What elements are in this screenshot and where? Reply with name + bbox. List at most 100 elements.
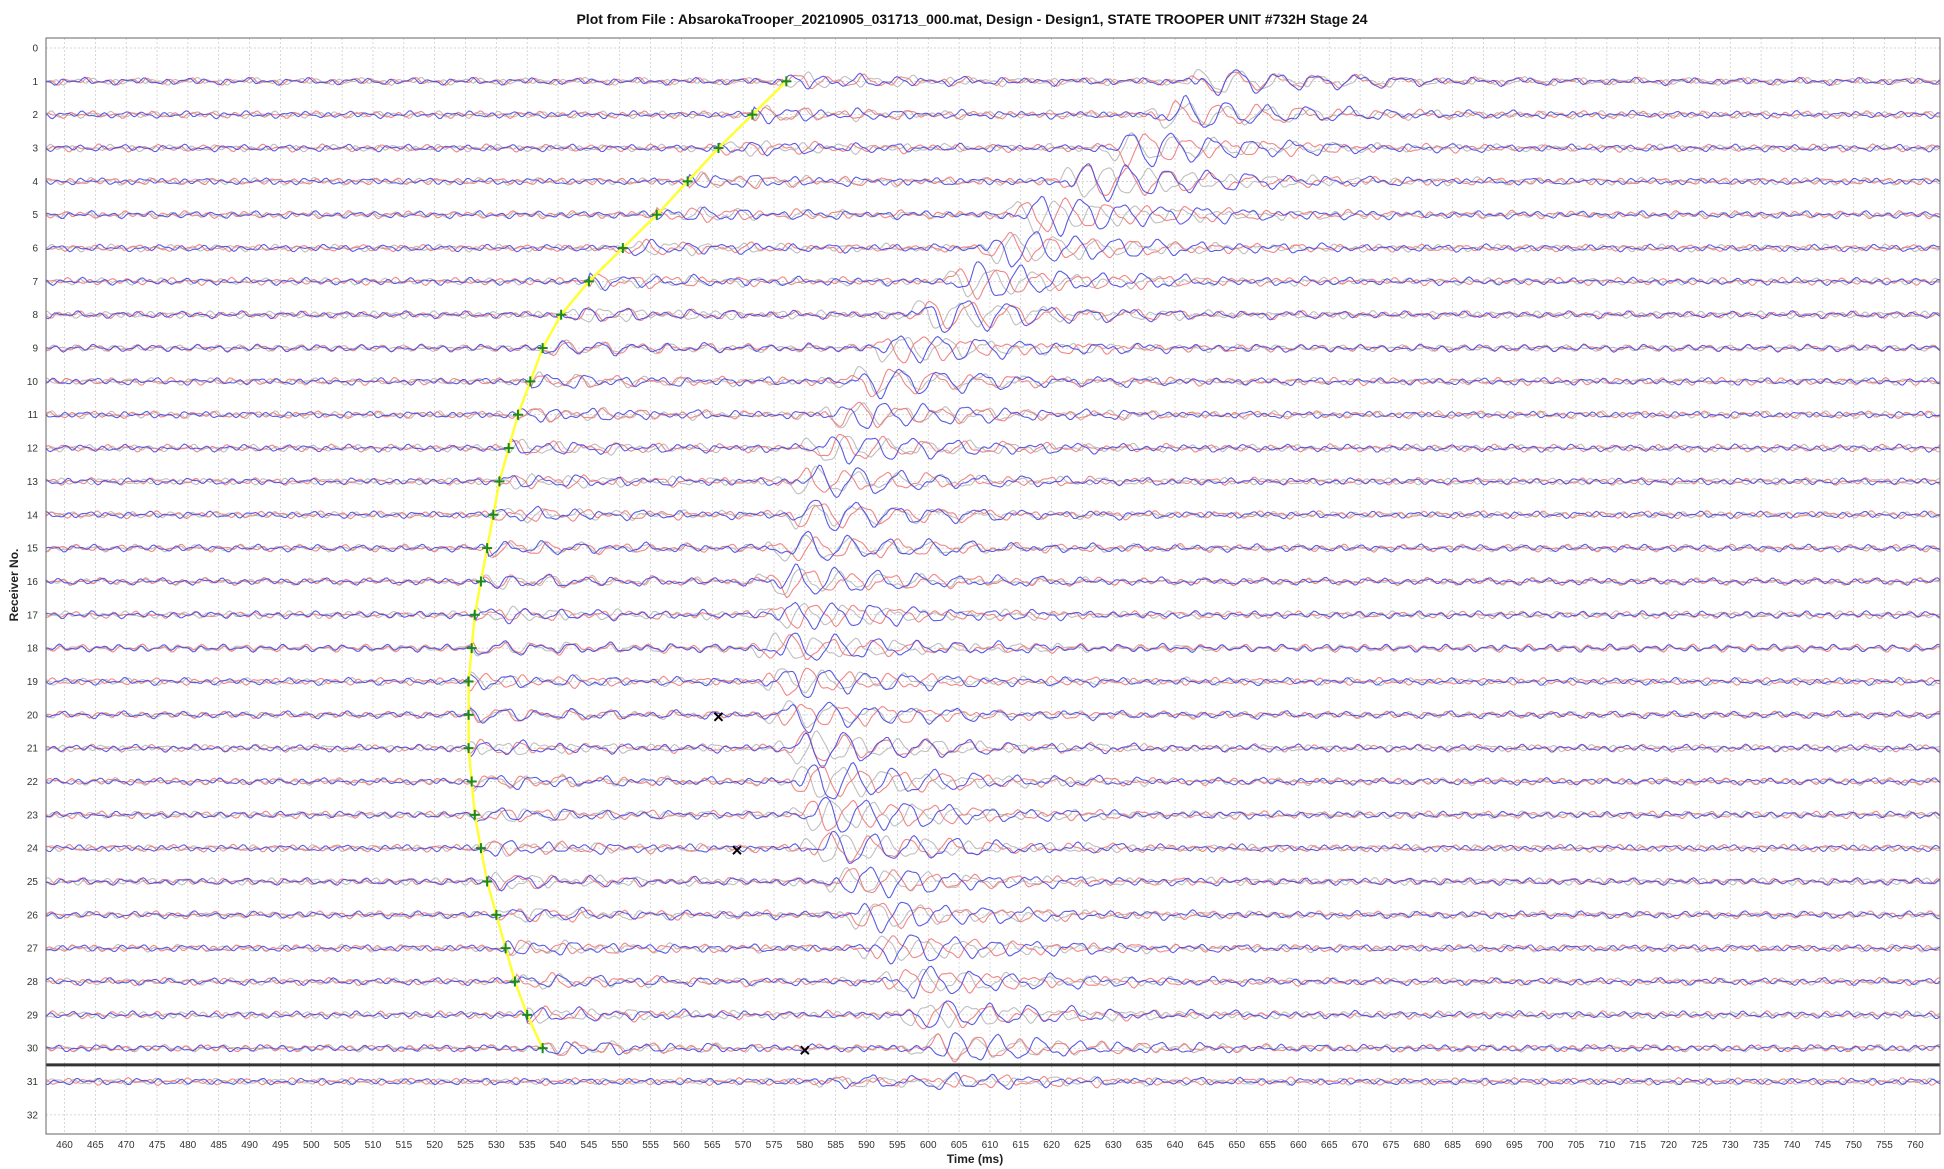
pick-marker	[475, 843, 486, 854]
x-tick-label: 660	[1290, 1140, 1307, 1151]
trace-line	[45, 230, 1940, 268]
trace-line	[45, 1071, 1940, 1091]
y-tick-label: 22	[27, 777, 39, 788]
x-tick-label: 560	[673, 1140, 690, 1151]
trace-line	[45, 965, 1941, 999]
x-tick-label: 625	[1074, 1140, 1091, 1151]
x-tick-label: 525	[457, 1140, 474, 1151]
x-tick-label: 635	[1136, 1140, 1153, 1151]
trace-line	[45, 165, 1940, 197]
y-tick-label: 0	[32, 44, 38, 55]
pick-marker	[482, 876, 493, 887]
trace-line	[45, 765, 1940, 798]
y-tick-label: 16	[27, 577, 39, 588]
pick-curve	[467, 80, 788, 1049]
x-tick-label: 615	[1012, 1140, 1029, 1151]
trace-line	[45, 402, 1940, 429]
pick-marker	[463, 743, 474, 754]
trace-line	[45, 433, 1941, 459]
x-tick-label: 490	[241, 1140, 258, 1151]
y-tick-label: 7	[32, 277, 38, 288]
x-tick-label: 720	[1660, 1140, 1677, 1151]
trace-line	[45, 530, 1940, 562]
pick-marker	[556, 309, 567, 320]
x-marker	[713, 712, 724, 722]
y-tick-label: 4	[32, 177, 38, 188]
chart-title: Plot from File : AbsarokaTrooper_2021090…	[576, 11, 1367, 27]
pick-marker	[491, 909, 502, 920]
x-marker	[800, 1045, 810, 1055]
y-tick-label: 27	[27, 944, 39, 955]
trace-line	[45, 233, 1940, 265]
x-tick-label: 520	[426, 1140, 443, 1151]
trace-line	[45, 667, 1940, 697]
x-tick-label: 480	[180, 1140, 197, 1151]
trace-line	[45, 261, 1940, 297]
x-tick-label: 475	[149, 1140, 166, 1151]
y-tick-label: 20	[27, 710, 39, 721]
plot-frame	[45, 37, 1941, 1135]
y-tick-label: 13	[27, 477, 39, 488]
x-tick-label: 495	[272, 1140, 289, 1151]
y-tick-label: 14	[27, 510, 39, 521]
x-tick-label: 705	[1568, 1140, 1585, 1151]
trace-line	[45, 632, 1940, 659]
y-tick-label: 11	[28, 410, 39, 421]
x-tick-label: 710	[1599, 1140, 1616, 1151]
pick-marker	[522, 1009, 533, 1020]
trace-line	[45, 335, 1941, 364]
trace-line	[45, 269, 1941, 298]
trace-line	[45, 94, 1940, 128]
pick-marker	[781, 76, 792, 87]
y-tick-label: 15	[27, 544, 39, 555]
y-tick-label: 17	[27, 610, 39, 621]
x-tick-label: 655	[1259, 1140, 1276, 1151]
trace-line	[45, 436, 1940, 465]
x-axis-label: Time (ms)	[947, 1152, 1003, 1166]
pick-marker	[509, 976, 520, 987]
x-tick-label: 755	[1876, 1140, 1893, 1151]
y-tick-label: 21	[27, 744, 39, 755]
trace-line	[45, 504, 1941, 530]
trace-line	[45, 796, 1941, 833]
trace-line	[45, 69, 1941, 93]
y-tick-label: 6	[32, 244, 38, 255]
trace-line	[45, 231, 1940, 263]
y-tick-label: 30	[27, 1044, 39, 1055]
pick-marker	[500, 943, 511, 954]
x-tick-label: 730	[1722, 1140, 1739, 1151]
x-tick-label: 725	[1691, 1140, 1708, 1151]
x-tick-label: 740	[1784, 1140, 1801, 1151]
trace-line	[45, 632, 1940, 661]
trace-line	[45, 1074, 1940, 1089]
trace-line	[45, 99, 1940, 126]
x-tick-label: 460	[56, 1140, 73, 1151]
trace-line	[45, 300, 1940, 329]
x-tick-label: 555	[642, 1140, 659, 1151]
trace-line	[45, 669, 1940, 699]
trace-line	[45, 366, 1940, 395]
x-tick-label: 745	[1814, 1140, 1831, 1151]
trace-line	[45, 799, 1941, 832]
x-tick-label: 485	[210, 1140, 227, 1151]
x-tick-label: 650	[1228, 1140, 1245, 1151]
y-tick-label: 18	[27, 644, 39, 655]
x-tick-label: 690	[1475, 1140, 1492, 1151]
trace-line	[45, 701, 1940, 734]
x-tick-label: 685	[1444, 1140, 1461, 1151]
x-tick-label: 575	[766, 1140, 783, 1151]
x-tick-label: 605	[951, 1140, 968, 1151]
trace-line	[45, 499, 1940, 531]
x-tick-label: 715	[1629, 1140, 1646, 1151]
x-tick-labels: 460 465 470 475 480 485 490 495 500 505 510 515 520 5…	[56, 1140, 1924, 1151]
x-tick-label: 580	[796, 1140, 813, 1151]
trace-line	[45, 1033, 1940, 1061]
trace-line	[45, 1000, 1941, 1028]
trace-line	[45, 935, 1940, 960]
x-tick-label: 670	[1352, 1140, 1369, 1151]
trace-line	[45, 570, 1940, 599]
pick-marker	[713, 143, 724, 154]
x-tick-label: 760	[1907, 1140, 1924, 1151]
y-tick-label: 10	[27, 377, 39, 388]
trace-line	[45, 195, 1940, 238]
